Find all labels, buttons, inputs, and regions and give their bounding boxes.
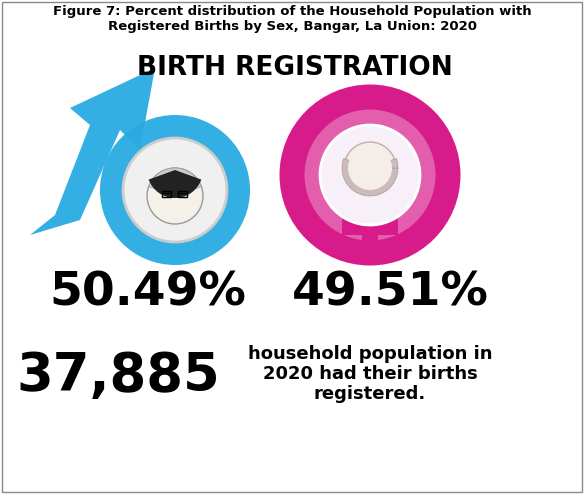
Circle shape: [147, 168, 203, 224]
Wedge shape: [370, 159, 398, 168]
Circle shape: [123, 138, 227, 242]
Text: 49.51%: 49.51%: [291, 270, 488, 315]
Text: 2020 had their births: 2020 had their births: [263, 365, 477, 383]
Circle shape: [344, 142, 396, 194]
FancyBboxPatch shape: [342, 219, 398, 235]
Circle shape: [100, 115, 250, 265]
Text: registered.: registered.: [314, 385, 426, 403]
Wedge shape: [149, 168, 201, 196]
Text: Figure 7: Percent distribution of the Household Population with: Figure 7: Percent distribution of the Ho…: [53, 5, 531, 18]
Circle shape: [320, 125, 420, 225]
Wedge shape: [342, 159, 398, 196]
Circle shape: [301, 106, 439, 244]
Text: 37,885: 37,885: [16, 350, 220, 402]
Polygon shape: [30, 68, 155, 235]
Text: Registered Births by Sex, Bangar, La Union: 2020: Registered Births by Sex, Bangar, La Uni…: [107, 20, 477, 33]
Wedge shape: [149, 170, 201, 198]
Text: 50.49%: 50.49%: [50, 270, 246, 315]
Circle shape: [348, 146, 392, 190]
Text: BIRTH REGISTRATION: BIRTH REGISTRATION: [137, 55, 453, 81]
FancyBboxPatch shape: [362, 215, 378, 260]
Text: household population in: household population in: [248, 345, 492, 363]
